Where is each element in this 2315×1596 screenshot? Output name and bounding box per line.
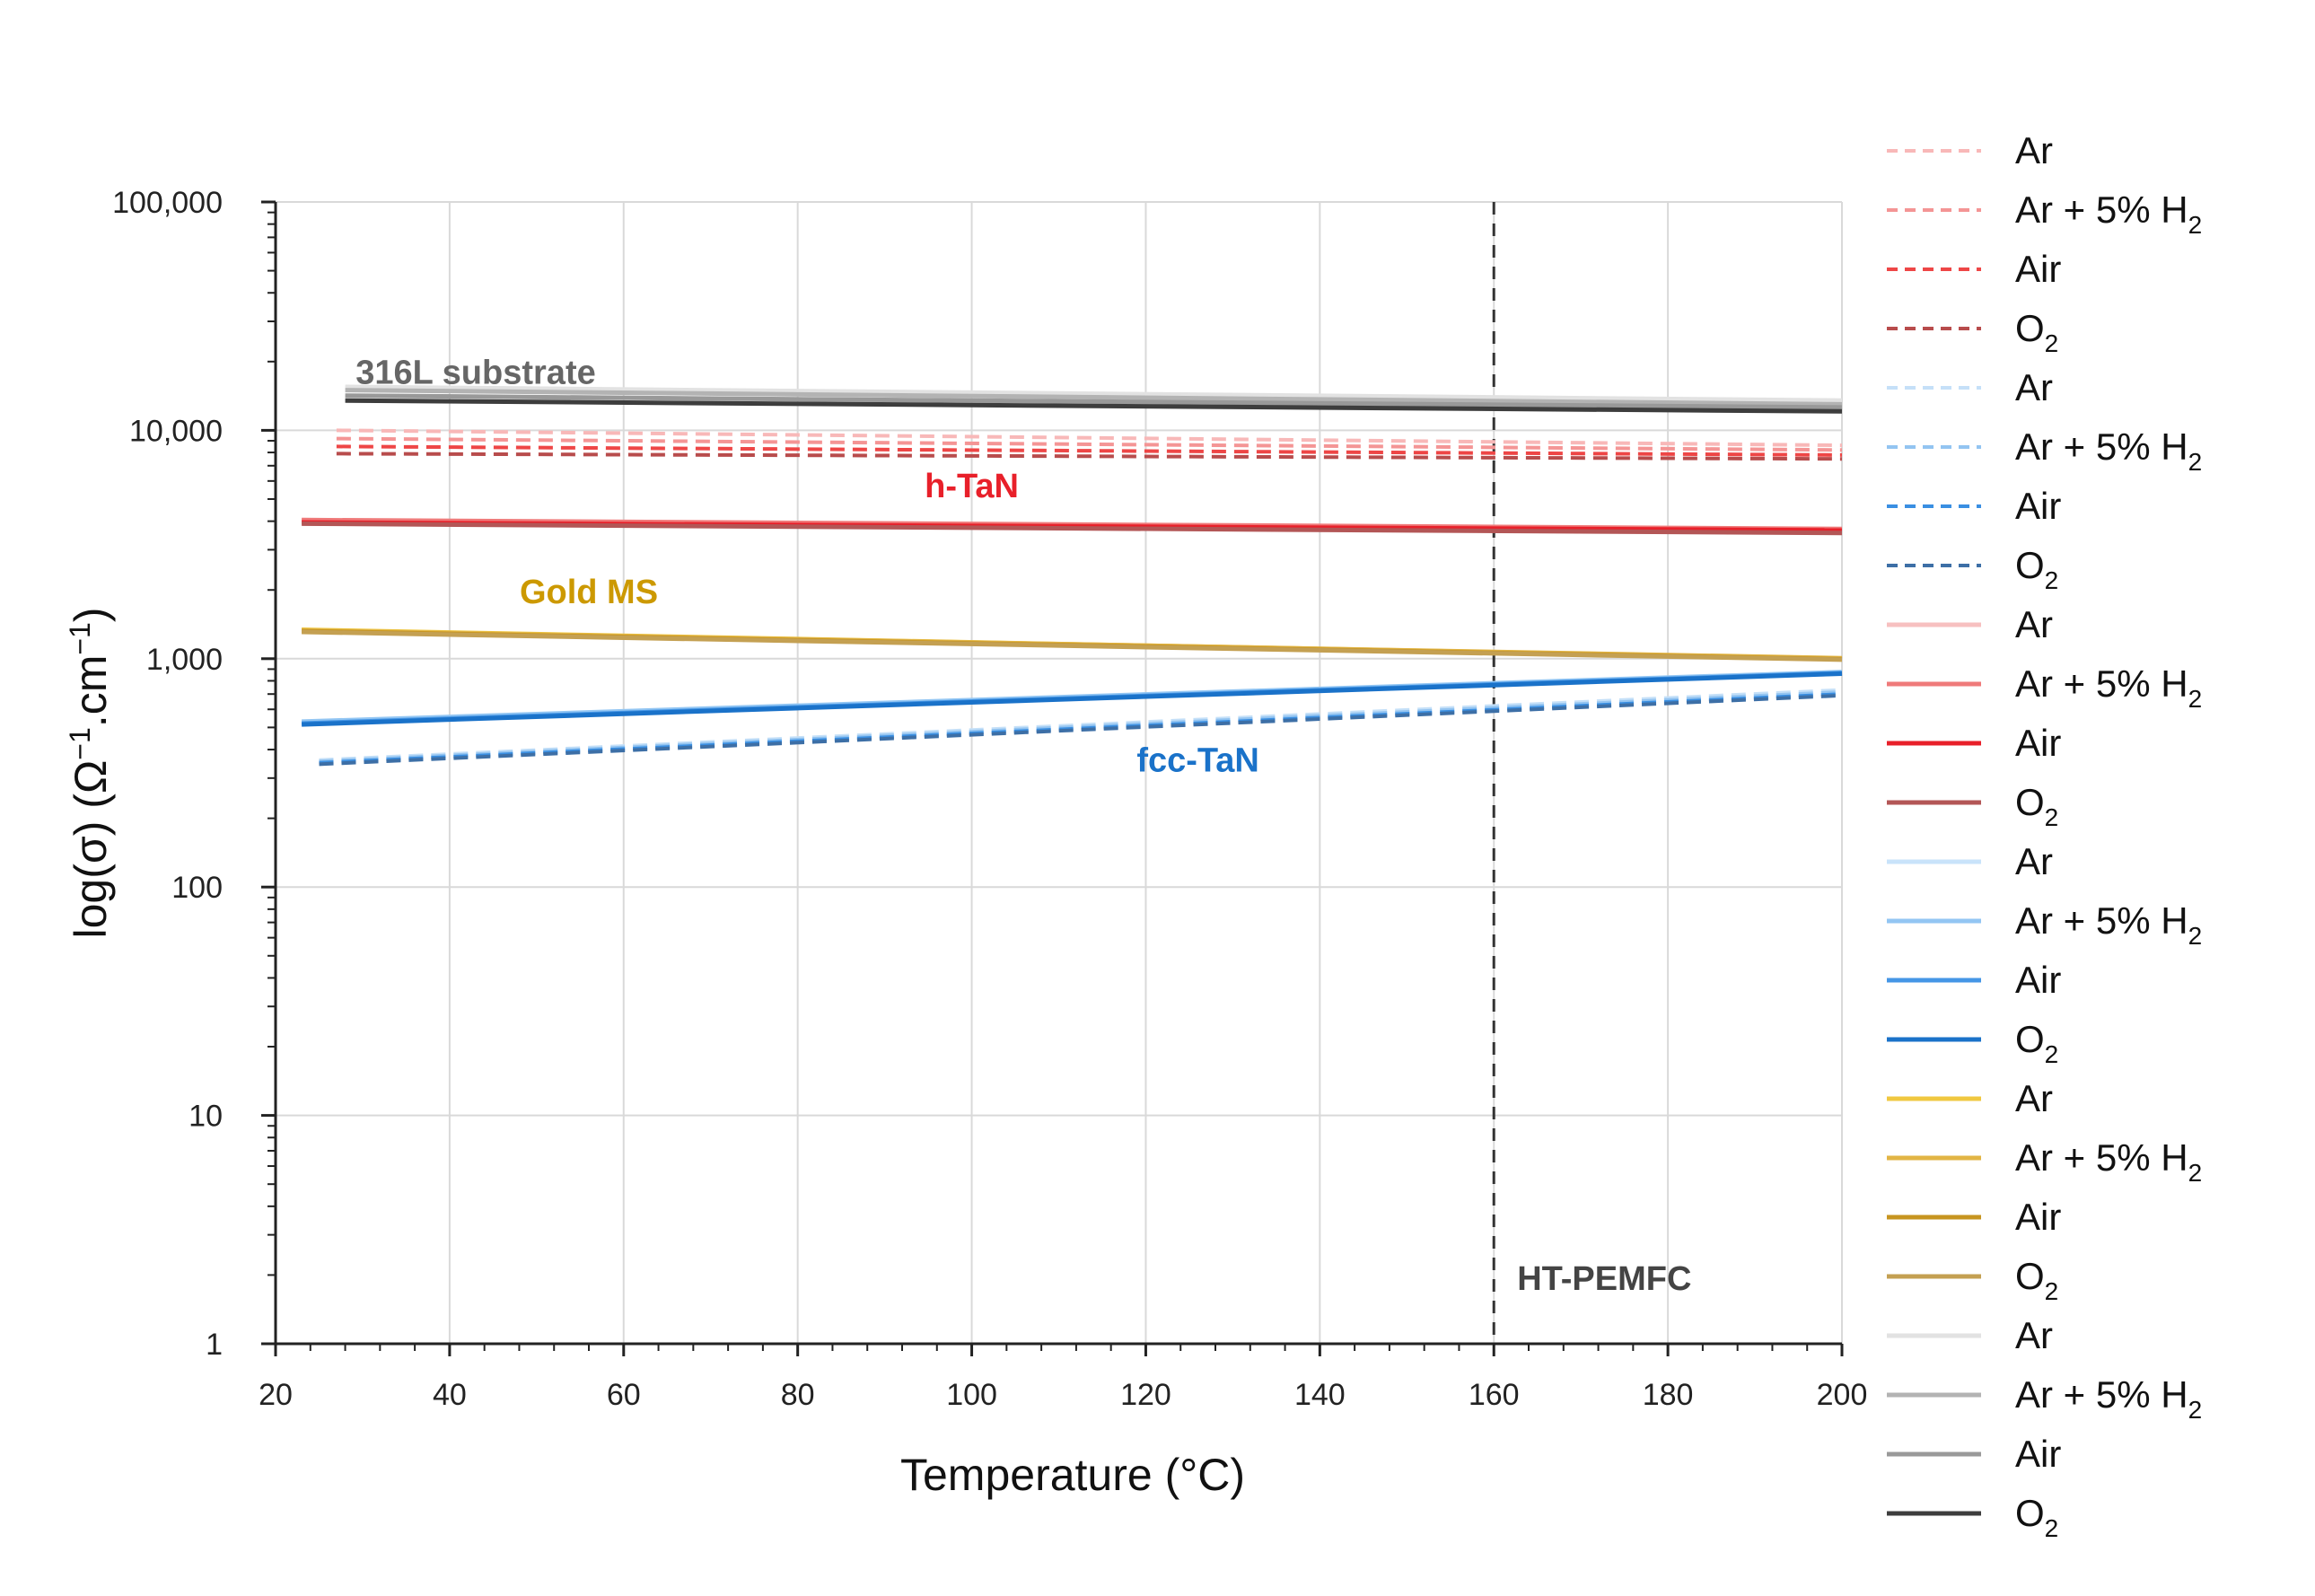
series-line xyxy=(336,428,1843,448)
legend-item: O2 xyxy=(1887,781,2058,831)
legend-label: Ar xyxy=(2015,603,2053,645)
series-line xyxy=(336,436,1843,452)
legend-item: Ar + 5% H2 xyxy=(1887,899,2202,950)
legend-item: O2 xyxy=(1887,1018,2058,1068)
series-annotation: Gold MS xyxy=(520,574,658,611)
x-tick-label: 20 xyxy=(259,1378,293,1412)
legend-item: O2 xyxy=(1887,307,2058,357)
series-annotation: fcc-TaN xyxy=(1136,742,1259,780)
legend-item: Ar + 5% H2 xyxy=(1887,662,2202,713)
legend-label: Air xyxy=(2015,1196,2061,1238)
legend-item: Air xyxy=(1887,1196,2061,1238)
x-tick-label: 40 xyxy=(433,1378,467,1412)
legend-item: Air xyxy=(1887,1433,2061,1475)
legend-label: Ar xyxy=(2015,129,2053,171)
legend-item: Air xyxy=(1887,248,2061,290)
y-tick-label: 100,000 xyxy=(112,186,223,220)
legend-label: Air xyxy=(2015,248,2061,290)
legend-label: Air xyxy=(2015,1433,2061,1475)
x-tick-label: 160 xyxy=(1469,1378,1520,1412)
legend-label: Air xyxy=(2015,959,2061,1001)
legend-item: O2 xyxy=(1887,1492,2058,1542)
series-annotation: 316L substrate xyxy=(355,354,596,391)
legend-item: O2 xyxy=(1887,544,2058,594)
y-tick-label: 1 xyxy=(206,1328,223,1362)
legend-label: O2 xyxy=(2015,544,2058,594)
x-tick-label: 80 xyxy=(781,1378,815,1412)
legend-item: O2 xyxy=(1887,1255,2058,1305)
legend-item: Ar + 5% H2 xyxy=(1887,189,2202,239)
legend-label: Ar xyxy=(2015,1314,2053,1356)
series-annotation: h-TaN xyxy=(925,468,1019,505)
reference-line-label: HT-PEMFC xyxy=(1517,1260,1691,1298)
series-line xyxy=(336,452,1843,461)
legend-label: Ar + 5% H2 xyxy=(2015,1373,2202,1424)
y-tick-label: 10,000 xyxy=(129,414,223,448)
x-tick-label: 200 xyxy=(1817,1378,1868,1412)
series-line xyxy=(345,384,1843,403)
legend-label: O2 xyxy=(2015,1018,2058,1068)
legend-item: Ar xyxy=(1887,129,2053,171)
series-line xyxy=(336,444,1843,457)
legend-item: Ar xyxy=(1887,840,2053,882)
legend-item: Ar xyxy=(1887,366,2053,408)
legend-label: Air xyxy=(2015,485,2061,527)
series-line xyxy=(302,521,1843,536)
legend-label: Ar + 5% H2 xyxy=(2015,1136,2202,1187)
legend-item: Ar xyxy=(1887,1314,2053,1356)
legend-label: Ar + 5% H2 xyxy=(2015,425,2202,476)
x-tick-label: 140 xyxy=(1294,1378,1346,1412)
x-tick-label: 180 xyxy=(1643,1378,1694,1412)
legend-label: Ar + 5% H2 xyxy=(2015,662,2202,713)
legend-item: Ar + 5% H2 xyxy=(1887,1373,2202,1424)
y-tick-label: 100 xyxy=(171,871,223,905)
x-tick-label: 60 xyxy=(607,1378,641,1412)
legend-item: Ar + 5% H2 xyxy=(1887,425,2202,476)
legend-label: O2 xyxy=(2015,781,2058,831)
legend-label: Ar xyxy=(2015,840,2053,882)
legend-label: Ar xyxy=(2015,366,2053,408)
x-tick-label: 100 xyxy=(946,1378,997,1412)
y-tick-label: 10 xyxy=(189,1100,223,1134)
legend-label: O2 xyxy=(2015,1255,2058,1305)
series-line xyxy=(319,693,1843,767)
legend-label: O2 xyxy=(2015,1492,2058,1542)
series-line xyxy=(302,629,1843,662)
y-tick-label: 1,000 xyxy=(146,643,223,677)
legend-item: Ar + 5% H2 xyxy=(1887,1136,2202,1187)
legend-label: Ar + 5% H2 xyxy=(2015,899,2202,950)
legend-item: Ar xyxy=(1887,1077,2053,1119)
series-line xyxy=(345,388,1843,407)
legend-label: Ar xyxy=(2015,1077,2053,1119)
x-tick-label: 120 xyxy=(1120,1378,1171,1412)
legend-label: Ar + 5% H2 xyxy=(2015,189,2202,239)
x-axis-label: Temperature (°C) xyxy=(900,1450,1245,1500)
series-line xyxy=(345,393,1843,410)
legend-item: Air xyxy=(1887,722,2061,764)
legend-label: Air xyxy=(2015,722,2061,764)
legend-item: Ar xyxy=(1887,603,2053,645)
legend-item: Air xyxy=(1887,959,2061,1001)
series-line xyxy=(345,398,1843,414)
legend-label: O2 xyxy=(2015,307,2058,357)
y-axis-label: log(σ) (Ω−1.cm−1) xyxy=(64,608,116,939)
legend-item: Air xyxy=(1887,485,2061,527)
series-line xyxy=(302,671,1843,727)
